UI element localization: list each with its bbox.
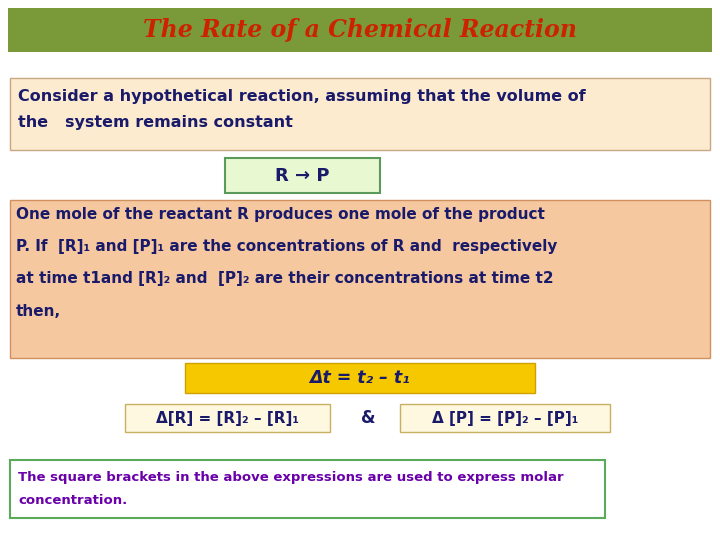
FancyBboxPatch shape xyxy=(10,460,605,518)
Text: at time t1and [R]₂ and  [P]₂ are their concentrations at time t2: at time t1and [R]₂ and [P]₂ are their co… xyxy=(16,272,554,287)
Text: then,: then, xyxy=(16,303,61,319)
Text: The square brackets in the above expressions are used to express molar: The square brackets in the above express… xyxy=(18,470,564,483)
Text: the   system remains constant: the system remains constant xyxy=(18,114,293,130)
Text: Δ [P] = [P]₂ – [P]₁: Δ [P] = [P]₂ – [P]₁ xyxy=(432,410,578,426)
FancyBboxPatch shape xyxy=(10,200,710,358)
FancyBboxPatch shape xyxy=(10,78,710,150)
Text: R → P: R → P xyxy=(275,167,329,185)
Text: The Rate of a Chemical Reaction: The Rate of a Chemical Reaction xyxy=(143,18,577,42)
FancyBboxPatch shape xyxy=(125,404,330,432)
Text: Δ[R] = [R]₂ – [R]₁: Δ[R] = [R]₂ – [R]₁ xyxy=(156,410,299,426)
Text: &: & xyxy=(361,409,375,427)
Text: concentration.: concentration. xyxy=(18,494,127,507)
Text: One mole of the reactant R produces one mole of the product: One mole of the reactant R produces one … xyxy=(16,207,545,222)
Text: P. If  [R]₁ and [P]₁ are the concentrations of R and  respectively: P. If [R]₁ and [P]₁ are the concentratio… xyxy=(16,240,557,254)
FancyBboxPatch shape xyxy=(225,158,380,193)
Text: Consider a hypothetical reaction, assuming that the volume of: Consider a hypothetical reaction, assumi… xyxy=(18,90,586,105)
FancyBboxPatch shape xyxy=(400,404,610,432)
FancyBboxPatch shape xyxy=(8,8,712,52)
Text: Δt = t₂ – t₁: Δt = t₂ – t₁ xyxy=(310,369,410,387)
FancyBboxPatch shape xyxy=(185,363,535,393)
